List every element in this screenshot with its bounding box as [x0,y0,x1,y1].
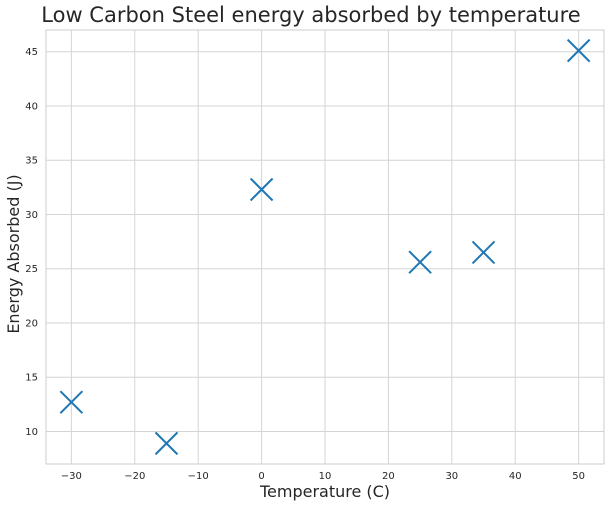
x-axis-label: Temperature (C) [259,482,390,501]
x-tick-label: 50 [572,471,585,482]
x-tick-label: 40 [509,471,522,482]
x-tick-label: 10 [319,471,332,482]
x-tick-label: −20 [124,471,145,482]
y-axis-ticks: 10 15 20 25 30 35 40 45 [25,47,38,438]
data-point [154,431,179,456]
y-axis-label: Energy Absorbed (J) [4,174,23,333]
data-point [249,177,274,202]
data-point [471,240,496,265]
x-marker [566,38,591,63]
x-tick-label: −10 [188,471,209,482]
plot-frame [45,29,605,465]
x-tick-label: −30 [61,471,82,482]
chart-title: Low Carbon Steel energy absorbed by temp… [41,3,580,27]
data-points [59,38,591,456]
y-tick-label: 10 [25,427,38,438]
x-marker [471,240,496,265]
y-tick-label: 40 [25,101,38,112]
y-tick-label: 35 [25,156,38,167]
x-marker [59,390,84,414]
x-marker [408,250,432,274]
y-tick-label: 45 [25,47,38,58]
x-tick-label: 30 [445,471,458,482]
x-marker [249,177,274,202]
y-tick-label: 20 [25,318,38,329]
x-marker [154,431,179,456]
x-axis-ticks: −30 −20 −10 0 10 20 30 40 50 [61,471,585,482]
y-tick-label: 30 [25,210,38,221]
data-point [59,390,84,414]
y-tick-label: 25 [25,264,38,275]
data-point [408,250,432,274]
data-point [566,38,591,63]
grid [46,30,604,464]
x-tick-label: 20 [382,471,395,482]
y-tick-label: 15 [25,373,38,384]
x-tick-label: 0 [258,471,264,482]
